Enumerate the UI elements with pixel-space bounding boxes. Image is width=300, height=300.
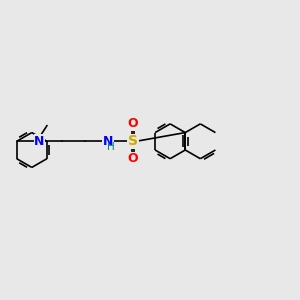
Text: N: N (34, 135, 45, 148)
Text: O: O (128, 117, 138, 130)
Text: S: S (128, 134, 138, 148)
Text: N: N (103, 135, 113, 148)
Text: H: H (106, 142, 114, 152)
Text: O: O (128, 152, 138, 165)
